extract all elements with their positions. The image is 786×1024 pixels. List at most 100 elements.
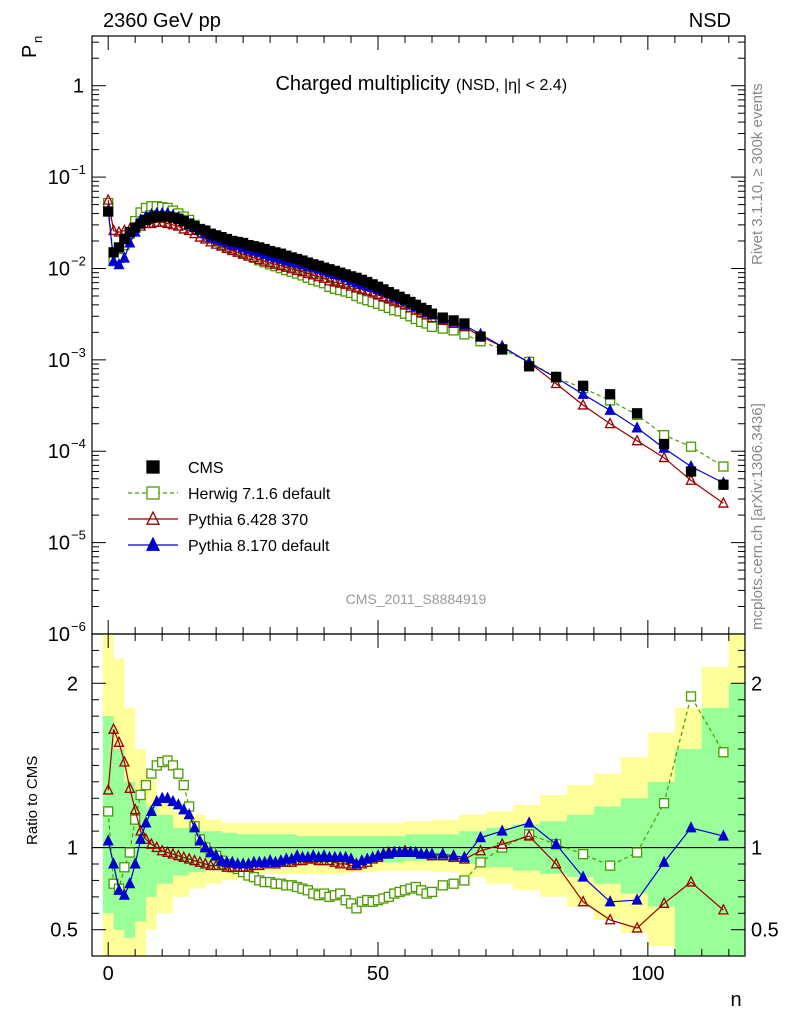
legend-label: Herwig 7.1.6 default [188, 486, 331, 503]
ratio-data-point [140, 816, 152, 828]
ratio-y-tick-label: 2 [67, 673, 78, 695]
ratio-data-point [426, 847, 438, 859]
main-data-point [718, 479, 729, 490]
ratio-series-pythia-8-170-default [102, 791, 729, 907]
ratio-y-tick-label: 1 [67, 838, 78, 860]
ratio-data-point [345, 852, 357, 864]
main-data-point [631, 408, 643, 419]
main-data-point [496, 344, 508, 355]
legend: CMS Herwig 7.1.6 default Pythia 6.428 370 P… [128, 460, 331, 555]
main-data-point [162, 216, 174, 229]
ratio-data-point [199, 840, 211, 853]
main-data-point [334, 276, 346, 288]
main-data-point [426, 308, 438, 319]
ratio-data-point [448, 878, 459, 889]
ratio-data-point [162, 791, 174, 803]
ratio-y-tick-label-right: 0.5 [751, 920, 779, 942]
main-series-cms [103, 206, 729, 490]
main-series-line [107, 199, 724, 504]
y-tick-label: 10 [48, 167, 70, 189]
rivet-version-label: Rivet 3.1.10, ≥ 300k events [749, 83, 766, 265]
main-data-point [685, 473, 697, 485]
legend-item: Pythia 8.170 default [128, 536, 330, 555]
ratio-uncertainty-band-inner [102, 683, 745, 956]
ratio-data-point [437, 847, 449, 859]
ratio-data-point [717, 903, 729, 915]
main-data-point [604, 403, 616, 415]
ratio-data-point [173, 768, 184, 779]
ratio-data-point [183, 808, 195, 820]
legend-marker [146, 486, 160, 500]
ratio-data-point [118, 755, 130, 767]
ratio-data-point [631, 847, 643, 858]
ratio-data-point [475, 857, 486, 868]
main-data-point [313, 270, 325, 282]
ratio-data-point [496, 837, 508, 849]
main-data-point [658, 429, 670, 441]
ratio-data-point [118, 888, 130, 900]
main-data-point [113, 242, 125, 253]
ratio-data-point [205, 859, 217, 871]
ratio-data-point [140, 832, 152, 844]
ratio-data-point [334, 857, 346, 869]
ratio-data-point [604, 860, 616, 871]
ratio-data-point [685, 875, 697, 887]
y-axis-label-subscript: n [30, 36, 45, 43]
y-tick-exponent: −3 [71, 345, 86, 360]
ratio-data-point [194, 834, 206, 846]
main-data-point [437, 312, 448, 323]
ratio-data-point [194, 855, 206, 867]
ratio-data-point [475, 844, 487, 856]
y-tick-label: 10 [48, 350, 70, 372]
main-data-point [248, 251, 260, 263]
main-data-point [475, 331, 486, 342]
main-data-point [523, 361, 535, 372]
main-data-point [577, 398, 589, 410]
ratio-data-point [523, 816, 535, 828]
main-data-point [426, 321, 438, 332]
x-axis-label: n [730, 989, 741, 1011]
ratio-data-point [130, 814, 141, 825]
ratio-data-point [523, 829, 535, 841]
ratio-data-point [129, 803, 141, 815]
ratio-data-point [178, 850, 190, 862]
main-data-point [296, 265, 309, 277]
main-data-point [323, 274, 336, 286]
ratio-data-point [199, 857, 211, 869]
legend-item: Herwig 7.1.6 default [128, 486, 331, 503]
main-data-point [307, 268, 319, 280]
ratio-data-point [685, 821, 697, 833]
legend-marker [146, 460, 160, 474]
ratio-data-point [631, 893, 643, 905]
main-data-point [280, 260, 292, 272]
main-data-point [550, 371, 562, 383]
ratio-data-point [178, 803, 190, 815]
legend-marker [145, 536, 161, 551]
main-data-point [286, 262, 298, 274]
ratio-data-point [550, 837, 562, 849]
main-data-point [108, 223, 120, 236]
ratio-data-point [167, 794, 179, 807]
main-data-point [275, 259, 287, 271]
ratio-data-point [448, 849, 460, 861]
main-data-point [119, 233, 130, 245]
ratio-data-point [145, 837, 157, 849]
watermark: CMS_2011_S8884919 [346, 591, 487, 607]
ratio-panel: 0 50 100 0.5 0.5 1 1 2 2 Ratio to CMS n [24, 633, 779, 1011]
ratio-data-point [604, 913, 616, 925]
x-tick-label: 0 [103, 963, 114, 985]
legend-label: CMS [188, 460, 224, 477]
ratio-frame [91, 633, 746, 957]
main-series-line [107, 210, 724, 484]
ratio-data-point [475, 831, 487, 843]
main-data-point [631, 434, 643, 446]
main-data-point [718, 461, 729, 472]
ratio-data-point [119, 862, 130, 873]
y-axis-label: P [19, 45, 41, 58]
mcplots-label: mcplots.cern.ch [arXiv:1306.3436] [749, 403, 766, 630]
main-data-point [717, 496, 729, 508]
y-tick-label: 10 [48, 441, 70, 463]
ratio-data-point [167, 760, 179, 771]
ratio-data-point [167, 847, 179, 859]
ratio-data-point [102, 783, 114, 795]
